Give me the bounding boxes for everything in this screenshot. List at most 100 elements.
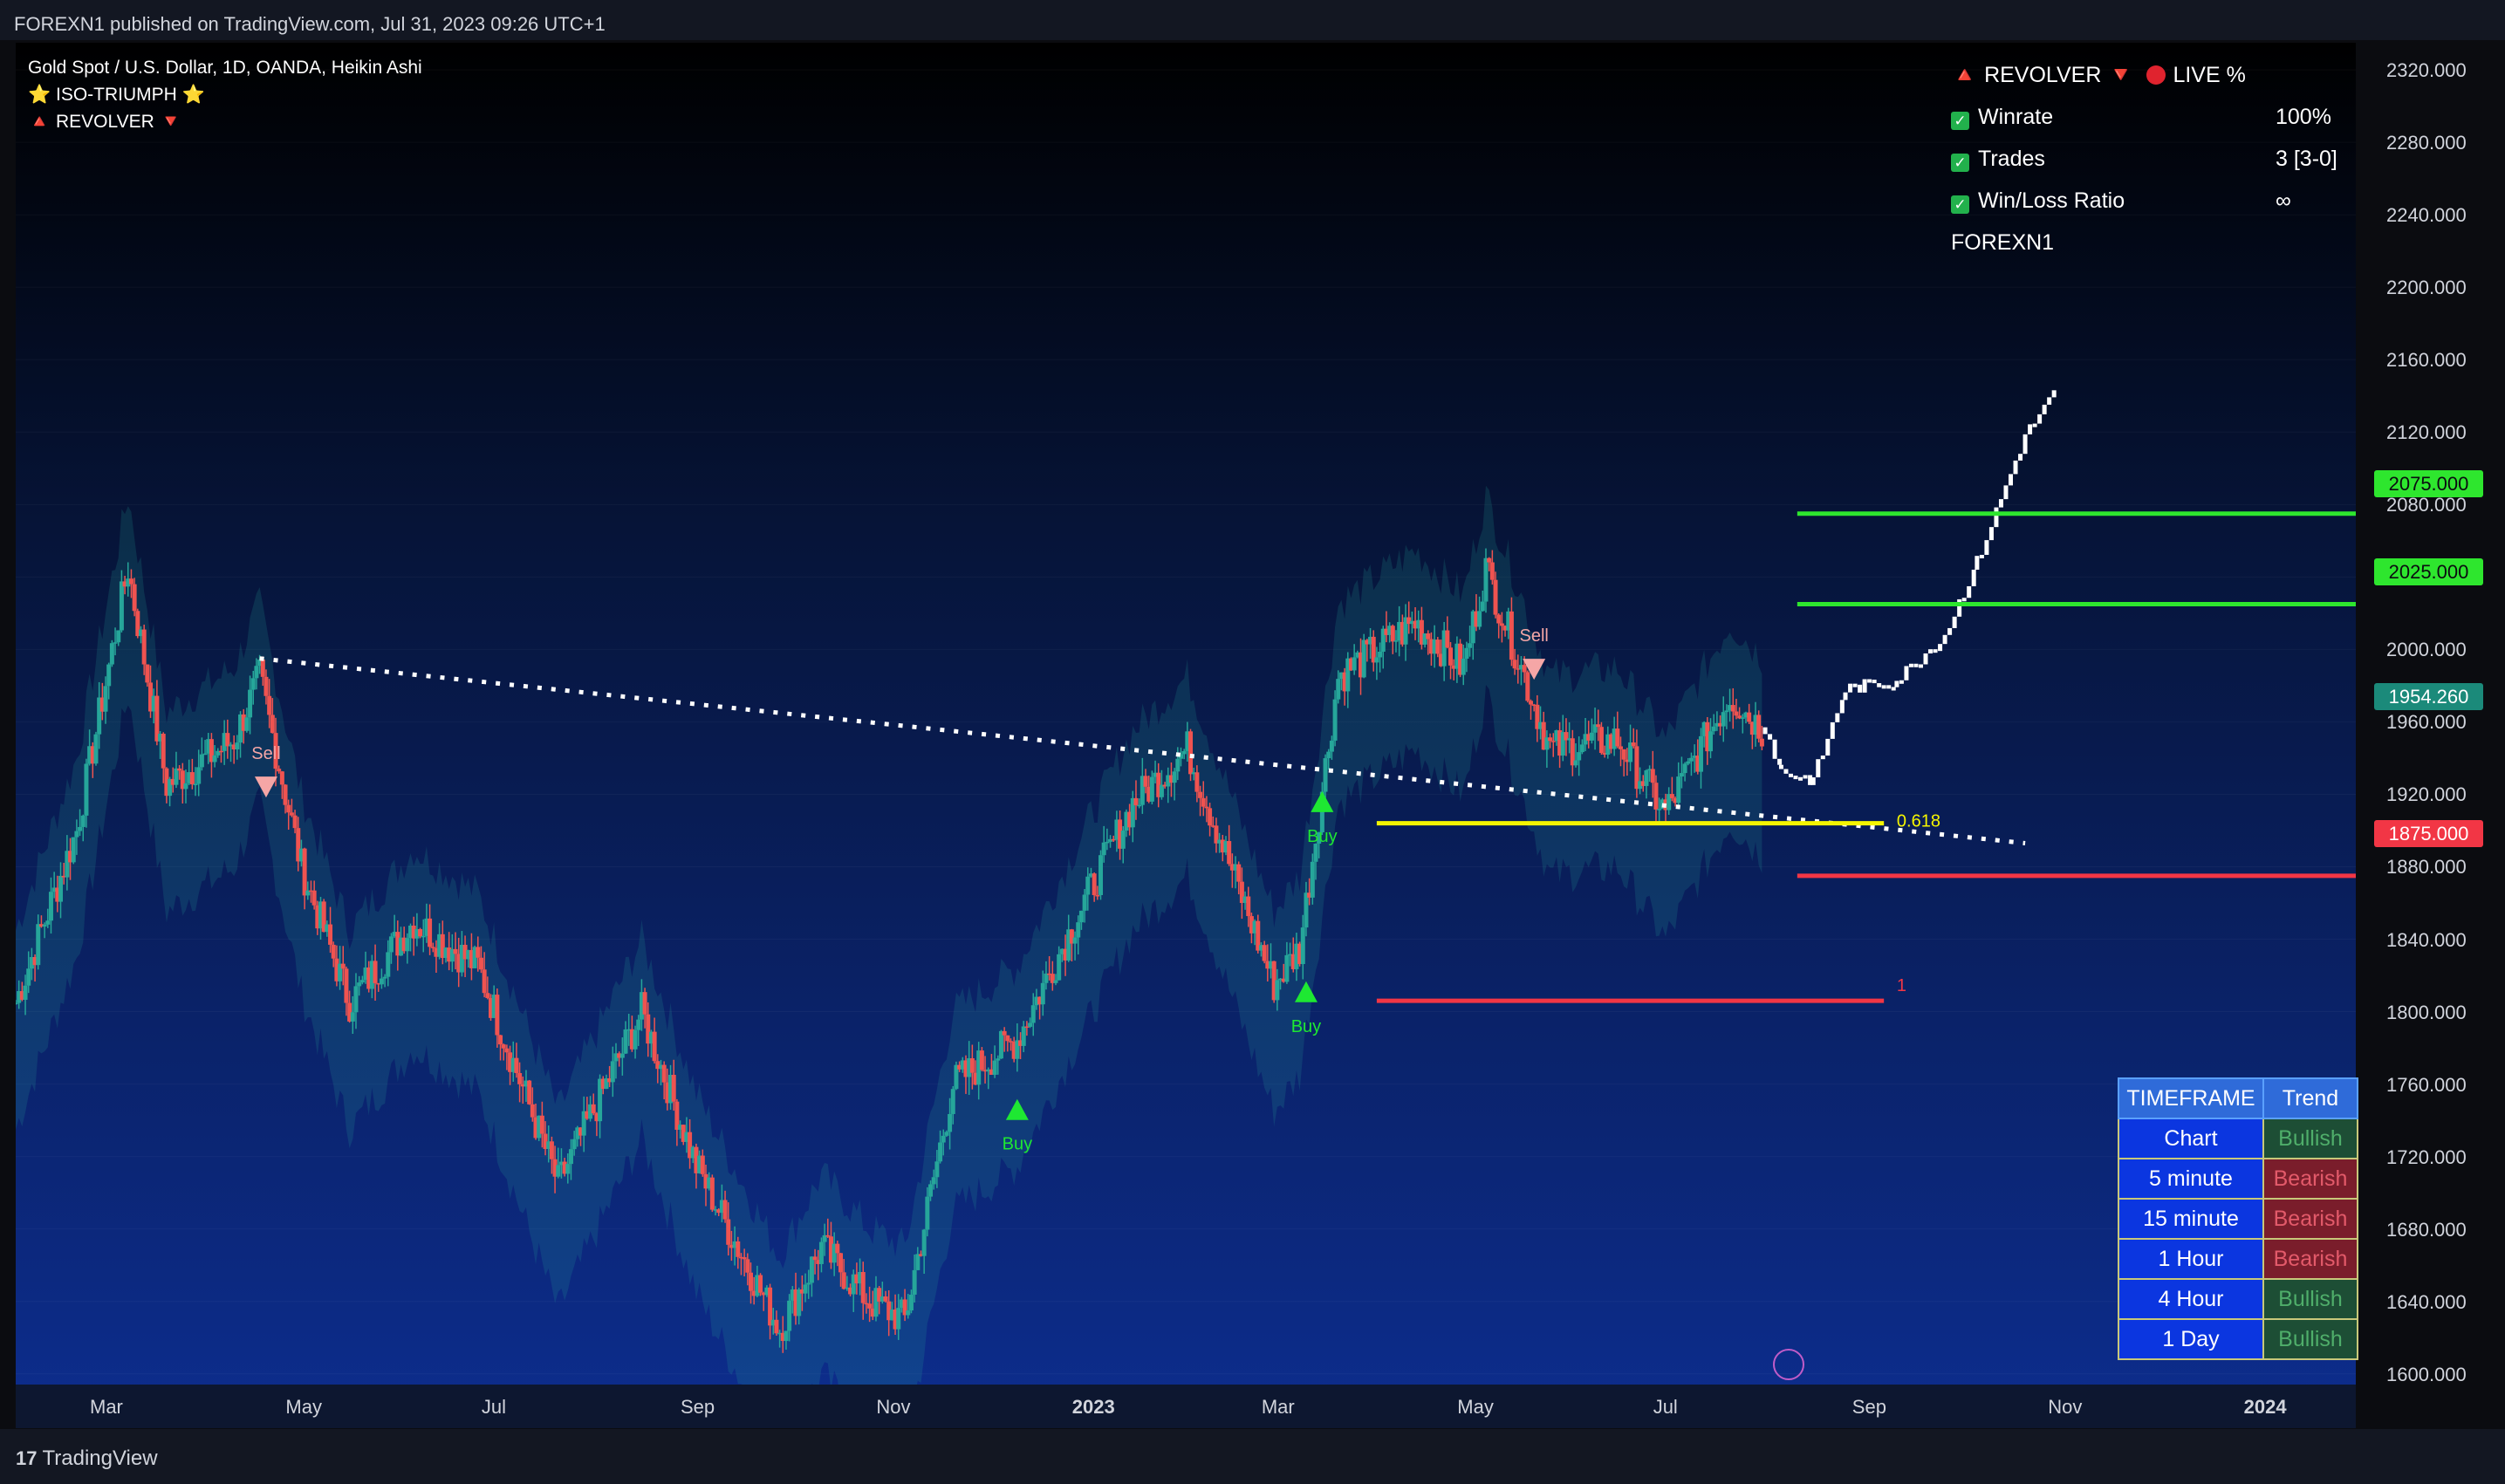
candle-body bbox=[546, 1141, 551, 1149]
candle-body bbox=[1208, 808, 1213, 826]
candle-body bbox=[755, 1275, 760, 1296]
candle-body bbox=[1711, 726, 1716, 732]
candle-body bbox=[793, 1289, 798, 1316]
candle-body bbox=[1021, 1026, 1026, 1046]
trend-value: Bullish bbox=[2262, 1278, 2358, 1320]
price-axis[interactable]: 2320.000 2280.000 2240.000 2200.000 2160.000… bbox=[2356, 43, 2490, 1428]
candle-body bbox=[787, 1300, 792, 1331]
candle-body bbox=[758, 1275, 763, 1293]
candle-body bbox=[1535, 704, 1540, 729]
candle-body bbox=[466, 949, 471, 960]
projection-group bbox=[1762, 390, 2057, 785]
candle-body bbox=[1047, 973, 1052, 975]
candle-body bbox=[806, 1282, 811, 1285]
candle-body bbox=[1053, 980, 1058, 983]
time-tick-label: Nov bbox=[2048, 1396, 2083, 1418]
stats-author: FOREXN1 bbox=[1951, 230, 2055, 255]
projection-candle bbox=[1852, 683, 1858, 687]
candle-body bbox=[671, 1074, 676, 1102]
candle-body bbox=[388, 936, 394, 953]
candle-body bbox=[1480, 601, 1485, 612]
time-tick-label: Sep bbox=[1851, 1396, 1886, 1418]
buy-signal-icon bbox=[1311, 790, 1334, 812]
price-tick-label: 1720.000 bbox=[2386, 1145, 2467, 1168]
candle-body bbox=[944, 1132, 949, 1136]
candle-body bbox=[729, 1244, 734, 1248]
candle-body bbox=[690, 1146, 695, 1159]
projection-candle bbox=[1877, 683, 1882, 687]
candle-body bbox=[1602, 753, 1607, 755]
candle-body bbox=[222, 733, 227, 751]
tradingview-logo[interactable]: 17 TradingView bbox=[16, 1446, 158, 1471]
candle-body bbox=[777, 1332, 783, 1335]
price-tick-label: 1640.000 bbox=[2386, 1290, 2467, 1313]
projection-candle bbox=[1803, 775, 1808, 779]
price-tick-label: 1600.000 bbox=[2386, 1363, 2467, 1385]
candle-body bbox=[1088, 873, 1093, 877]
candle-body bbox=[231, 744, 236, 749]
sell-signal-label: Sell bbox=[251, 744, 280, 763]
candle-body bbox=[1612, 728, 1617, 749]
candle-body bbox=[626, 1029, 632, 1031]
legend-symbol[interactable]: Gold Spot / U.S. Dollar, 1D, OANDA, Heik… bbox=[28, 58, 422, 78]
candle-body bbox=[398, 937, 403, 956]
candle-body bbox=[113, 642, 118, 644]
candle-body bbox=[591, 1104, 596, 1114]
trend-row: 1 Hour Bearish bbox=[2118, 1238, 2358, 1280]
candle-body bbox=[1506, 611, 1511, 631]
candle-body bbox=[845, 1287, 850, 1289]
candle-body bbox=[969, 1058, 975, 1073]
candle-body bbox=[58, 875, 64, 902]
candle-body bbox=[36, 924, 41, 966]
candle-body bbox=[1294, 943, 1299, 969]
candle-body bbox=[206, 739, 211, 754]
candle-body bbox=[1290, 954, 1296, 969]
candle-body bbox=[340, 963, 346, 969]
candle-body bbox=[1638, 781, 1643, 790]
candle-body bbox=[1329, 740, 1334, 752]
trend-row: 15 minute Bearish bbox=[2118, 1198, 2358, 1240]
candle-body bbox=[209, 739, 214, 763]
candle-body bbox=[1419, 619, 1424, 645]
sell-signal-label: Sell bbox=[1519, 626, 1548, 646]
candle-body bbox=[1619, 746, 1624, 749]
stats-row-winrate: ✓ Winrate 100% bbox=[1951, 105, 2352, 147]
price-tick-label: 2080.000 bbox=[2386, 494, 2467, 516]
chart-plot-area[interactable]: 0.618 1 Sell Buy Buy Buy Sell bbox=[16, 43, 2356, 1428]
candle-body bbox=[334, 958, 339, 981]
legend-indicator-iso[interactable]: ⭐ ISO-TRIUMPH ⭐ bbox=[28, 85, 205, 105]
candle-body bbox=[1528, 701, 1533, 705]
candle-body bbox=[177, 768, 182, 771]
candle-body bbox=[928, 1184, 934, 1197]
candle-body bbox=[832, 1243, 837, 1263]
candle-body bbox=[1445, 630, 1450, 648]
trend-value: Bearish bbox=[2262, 1158, 2358, 1200]
candle-body bbox=[678, 1125, 683, 1130]
candle-body bbox=[1721, 712, 1726, 727]
time-axis[interactable]: Mar May Jul Sep Nov 2023 Mar May Jul Sep Nov 2024 bbox=[16, 1385, 2356, 1428]
candle-body bbox=[1621, 749, 1626, 760]
candle-body bbox=[784, 1330, 789, 1342]
candle-body bbox=[296, 828, 301, 862]
candle-body bbox=[1040, 982, 1045, 1005]
candle-body bbox=[109, 643, 114, 665]
sell-signal-icon bbox=[1523, 659, 1546, 680]
candle-body bbox=[1223, 841, 1229, 853]
candle-body bbox=[636, 1019, 641, 1030]
projection-candle bbox=[1998, 499, 2003, 508]
candle-body bbox=[742, 1257, 747, 1260]
candle-body bbox=[925, 1196, 930, 1230]
candle-body bbox=[386, 952, 391, 977]
trend-timeframe: 5 minute bbox=[2118, 1158, 2264, 1200]
trend-value: Bearish bbox=[2262, 1198, 2358, 1240]
stats-header: 🔺 REVOLVER 🔻 LIVE % bbox=[1951, 63, 2352, 105]
candle-body bbox=[1198, 791, 1203, 798]
trend-table-header: TIMEFRAME Trend bbox=[2118, 1077, 2358, 1119]
candle-body bbox=[1538, 721, 1543, 729]
legend-indicator-revolver[interactable]: 🔺 REVOLVER 🔻 bbox=[28, 112, 182, 132]
tradingview-brand: TradingView bbox=[42, 1446, 158, 1470]
candle-body bbox=[1111, 838, 1116, 841]
candle-body bbox=[1673, 797, 1678, 804]
candle-body bbox=[449, 948, 455, 962]
candle-body bbox=[996, 1058, 1001, 1061]
